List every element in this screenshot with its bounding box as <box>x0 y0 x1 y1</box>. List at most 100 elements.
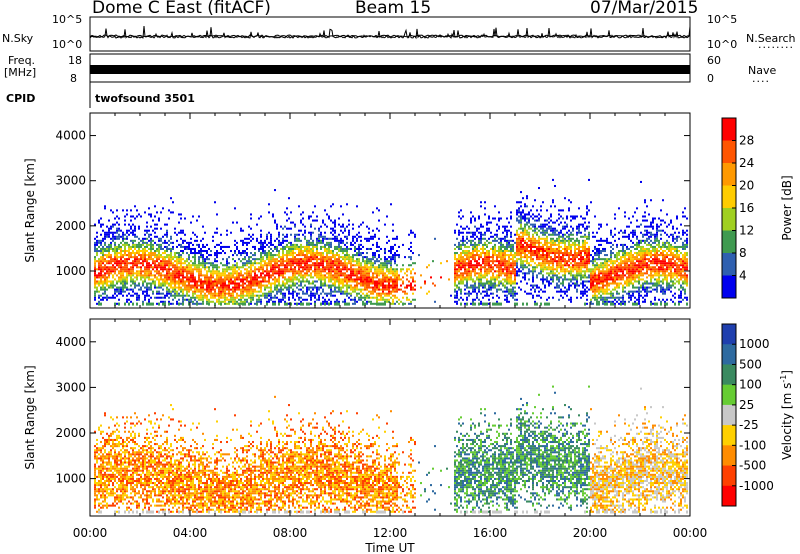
cell <box>528 237 530 240</box>
cell <box>346 270 348 273</box>
cell <box>524 252 526 255</box>
cell <box>104 278 106 281</box>
cell <box>478 215 480 218</box>
cell <box>320 268 322 271</box>
cell <box>420 274 422 277</box>
cell <box>112 260 114 263</box>
cell <box>184 233 186 236</box>
cell <box>286 256 288 259</box>
cell <box>244 298 246 301</box>
cell <box>518 237 520 240</box>
cell <box>332 256 334 259</box>
cell <box>248 262 250 265</box>
cell <box>364 282 366 285</box>
cell <box>460 243 462 246</box>
cell <box>370 268 372 271</box>
cell <box>152 280 154 283</box>
cell <box>512 256 514 259</box>
cell <box>300 274 302 277</box>
cell <box>250 290 252 293</box>
cell <box>354 268 356 271</box>
cell <box>410 241 412 244</box>
cell <box>148 239 150 242</box>
cell <box>548 221 550 224</box>
cell <box>138 245 140 248</box>
cell <box>104 280 106 283</box>
cell <box>486 229 488 232</box>
cell <box>512 254 514 257</box>
cell <box>174 270 176 273</box>
cell <box>260 260 262 263</box>
cell <box>102 268 104 271</box>
cell <box>180 288 182 291</box>
cell <box>550 276 552 279</box>
cell <box>132 231 134 234</box>
cell <box>166 245 168 248</box>
cell <box>282 262 284 265</box>
cell <box>252 264 254 267</box>
cell <box>202 298 204 301</box>
cell <box>524 217 526 220</box>
cell <box>302 223 304 226</box>
cell <box>252 280 254 283</box>
cell <box>94 258 96 261</box>
cell <box>296 272 298 275</box>
cell <box>126 241 128 244</box>
cell <box>98 249 100 253</box>
cell <box>134 252 136 255</box>
cell <box>236 300 238 303</box>
cell <box>534 252 536 255</box>
cell <box>132 249 134 253</box>
cell <box>502 231 504 234</box>
cell <box>254 288 256 291</box>
cell <box>512 262 514 265</box>
cell <box>440 276 442 279</box>
cell <box>392 284 394 287</box>
cell <box>288 217 290 220</box>
cell <box>206 258 208 261</box>
cell <box>106 272 108 275</box>
cell <box>212 266 214 269</box>
cell <box>242 241 244 244</box>
cell <box>486 243 488 246</box>
cell <box>302 245 304 248</box>
cell <box>222 280 224 283</box>
cell <box>150 278 152 281</box>
cell <box>188 262 190 265</box>
cell <box>186 241 188 244</box>
cell <box>464 292 466 295</box>
cell <box>118 266 120 269</box>
nsearch-label: N.Search <box>746 32 796 45</box>
cell <box>250 302 252 305</box>
cell <box>476 276 478 279</box>
cell <box>104 235 106 238</box>
cell <box>454 262 456 265</box>
cell <box>266 292 268 295</box>
cell <box>110 225 112 228</box>
cell <box>270 260 272 263</box>
cell <box>388 256 390 259</box>
cell <box>530 245 532 248</box>
cell <box>356 278 358 281</box>
cell <box>358 270 360 273</box>
cell <box>256 223 258 226</box>
cell <box>150 254 152 257</box>
cell <box>268 272 270 275</box>
cell <box>470 270 472 273</box>
cell <box>220 296 222 299</box>
cell <box>162 262 164 265</box>
cell <box>520 280 522 283</box>
cell <box>346 290 348 293</box>
cell <box>366 239 368 242</box>
cell <box>332 284 334 287</box>
cell <box>168 284 170 287</box>
cell <box>138 241 140 244</box>
cell <box>110 231 112 234</box>
cell <box>298 264 300 267</box>
cell <box>396 300 398 303</box>
cell <box>228 298 230 301</box>
cell <box>474 219 476 222</box>
cell <box>104 288 106 291</box>
cell <box>488 284 490 287</box>
cell <box>112 237 114 240</box>
